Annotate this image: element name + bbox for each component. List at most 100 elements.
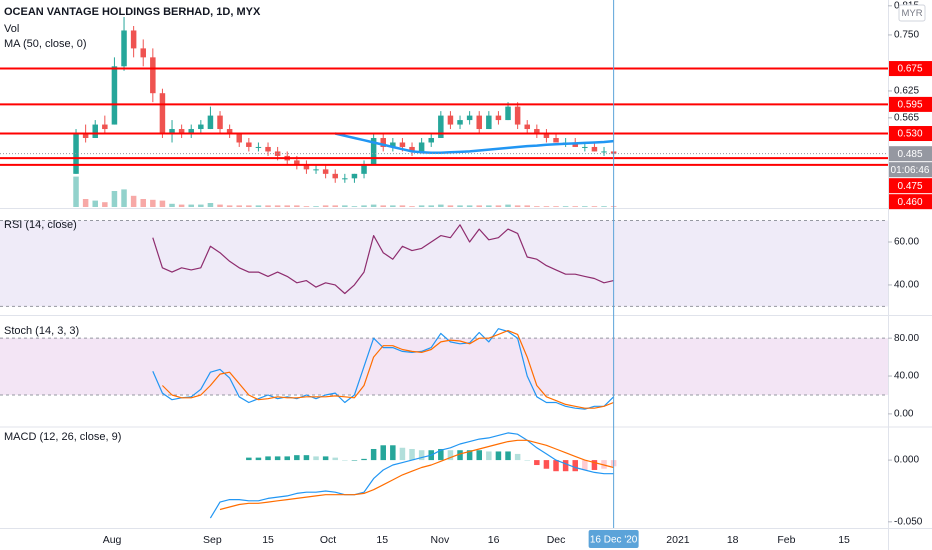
histogram-bar	[265, 456, 271, 461]
histogram-bar	[495, 451, 502, 461]
candle-body	[188, 129, 194, 134]
volume-bar	[169, 203, 175, 207]
y-tick-label: 0.625	[894, 86, 919, 97]
histogram-bar	[342, 460, 348, 461]
y-tick-label: 0.000	[894, 455, 919, 466]
y-tick-label: 40.00	[894, 371, 919, 382]
x-tick-label: Aug	[103, 534, 122, 546]
volume-bar	[601, 206, 607, 207]
histogram-bar	[294, 455, 300, 461]
volume-bar	[178, 204, 185, 207]
candle-body	[399, 142, 406, 147]
price-label: 0.595	[897, 100, 922, 111]
candle-body	[332, 173, 338, 179]
volume-bar	[418, 205, 425, 207]
histogram-bar	[274, 456, 281, 461]
y-tick-label: 0.750	[894, 30, 919, 41]
volume-bar	[591, 206, 598, 207]
cursor-label: 16 Dec '20	[590, 535, 638, 546]
histogram-bar	[582, 460, 588, 470]
price-label: 0.485	[897, 149, 922, 160]
volume-bar	[217, 204, 223, 207]
ma-line	[334, 132, 614, 155]
candle-body	[457, 120, 463, 125]
candle-body	[82, 133, 89, 138]
currency[interactable]: MYR	[901, 8, 922, 19]
volume-bar	[447, 205, 454, 207]
volume-bar	[303, 206, 310, 207]
histogram-bar	[390, 445, 396, 461]
candle-body	[130, 30, 137, 49]
candle-body	[217, 115, 223, 130]
indicator-line	[161, 330, 614, 409]
volume-bar	[130, 195, 137, 207]
volume-bar	[457, 205, 463, 207]
histogram-bar	[351, 460, 358, 461]
y-tick-label: 40.00	[894, 280, 919, 291]
candle-body	[418, 142, 425, 152]
candle-body	[255, 146, 262, 148]
volume-bar	[495, 205, 502, 207]
volume-bar	[370, 204, 377, 207]
volume-bar	[284, 205, 290, 207]
histogram-bar	[447, 450, 454, 461]
x-tick-label: 2021	[666, 534, 690, 546]
histogram-bar	[438, 448, 444, 461]
candle-body	[198, 124, 204, 130]
histogram-bar	[524, 460, 530, 461]
volume-bar	[246, 205, 252, 207]
volume-bar	[274, 205, 281, 207]
histogram-bar	[476, 450, 482, 461]
currency-box[interactable]	[898, 4, 926, 22]
volume-bar	[82, 199, 89, 207]
price-label: 0.460	[897, 197, 922, 208]
candle-body	[572, 142, 578, 147]
stoch-title: Stoch (14, 3, 3)	[4, 325, 79, 337]
volume-bar	[486, 205, 492, 207]
candle-body	[111, 66, 118, 125]
candle-body	[370, 138, 377, 165]
candle-body	[274, 151, 281, 156]
candle-body	[102, 124, 108, 130]
symbol-title: OCEAN VANTAGE HOLDINGS BERHAD, 1D, MYX	[4, 6, 261, 18]
volume-bar	[390, 205, 396, 207]
y-tick-label: -0.050	[894, 516, 923, 527]
histogram-bar	[534, 460, 540, 466]
volume-bar	[380, 205, 386, 207]
macd-pane	[209, 432, 617, 519]
volume-bar	[73, 176, 79, 207]
volume-bar	[543, 206, 550, 207]
indicator-line	[152, 224, 614, 295]
y-tick-label: 0.565	[894, 112, 919, 123]
volume-bar	[150, 199, 156, 207]
indicator-line	[152, 328, 615, 410]
price-pane	[0, 17, 888, 207]
candle-body	[524, 124, 530, 130]
candle-body	[313, 169, 319, 171]
candle-body	[466, 115, 473, 121]
legend-vol: Vol	[4, 23, 19, 35]
volume-bar	[514, 205, 521, 207]
volume-bar	[342, 205, 348, 207]
x-tick-label: 15	[262, 534, 274, 546]
histogram-bar	[514, 453, 521, 461]
candle-body	[150, 57, 156, 94]
price-label: 01:06:46	[891, 165, 930, 176]
histogram-bar	[255, 457, 262, 461]
indicator-pane	[0, 328, 888, 410]
y-tick-label: 80.00	[894, 333, 919, 344]
volume-bar	[207, 203, 214, 207]
volume-bar	[313, 206, 319, 207]
volume-bar	[265, 205, 271, 207]
candle-body	[409, 146, 415, 152]
volume-bar	[102, 202, 108, 207]
histogram-bar	[418, 450, 425, 461]
volume-bar	[351, 206, 358, 207]
x-tick-label: 15	[838, 534, 850, 546]
volume-bar	[121, 189, 127, 207]
histogram-bar	[380, 445, 386, 461]
volume-bar	[409, 206, 415, 207]
volume-bar	[466, 205, 473, 207]
y-tick-label: 60.00	[894, 237, 919, 248]
